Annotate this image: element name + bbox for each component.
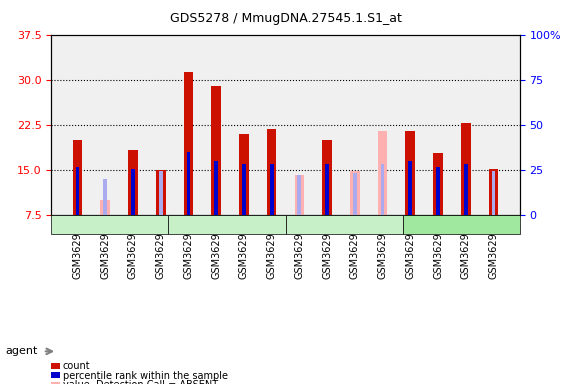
Bar [381,164,384,215]
Bar [131,169,135,215]
Bar [489,169,498,215]
Bar [128,150,138,215]
Bar [156,170,166,215]
Bar [242,164,246,215]
Bar [103,179,107,215]
Bar [100,200,110,215]
Bar [270,164,274,215]
Bar [75,167,79,215]
Text: estradiol: estradiol [206,220,248,230]
Text: agent: agent [6,346,38,356]
Bar [436,167,440,215]
Bar [214,161,218,215]
Text: count: count [63,361,90,371]
Bar [211,86,221,215]
Bar [297,175,301,215]
Bar [73,140,82,215]
Bar [492,171,496,215]
Bar [239,134,249,215]
Bar [187,152,190,215]
Bar [405,131,415,215]
Bar [350,171,360,215]
Bar [464,164,468,215]
Bar [295,175,304,215]
Bar [325,164,329,215]
Bar [353,173,357,215]
Bar [377,131,387,215]
Text: estradiol and tamoxifen: estradiol and tamoxifen [403,220,519,230]
Bar [433,153,443,215]
Bar [267,129,276,215]
Bar [408,161,412,215]
Bar [184,73,194,215]
Bar [322,140,332,215]
Text: GDS5278 / MmugDNA.27545.1.S1_at: GDS5278 / MmugDNA.27545.1.S1_at [170,12,401,25]
Bar [159,171,163,215]
Text: percentile rank within the sample: percentile rank within the sample [63,371,228,381]
Text: value, Detection Call = ABSENT: value, Detection Call = ABSENT [63,380,218,384]
Text: tamoxifen: tamoxifen [319,220,369,230]
Text: control: control [93,220,127,230]
Bar [461,123,471,215]
